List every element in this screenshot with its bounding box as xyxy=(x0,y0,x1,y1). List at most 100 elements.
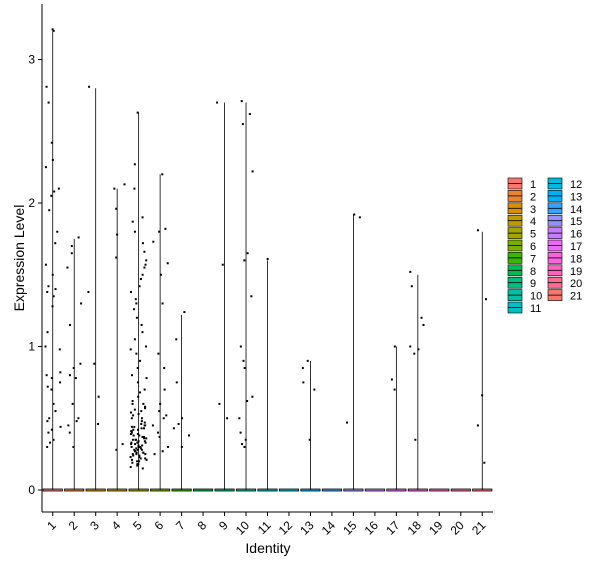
violin-group-11 xyxy=(257,257,278,492)
legend-item-4: 4 xyxy=(507,214,536,228)
data-point xyxy=(145,437,148,440)
data-point xyxy=(69,323,72,326)
legend-label: 1 xyxy=(530,179,536,191)
data-point xyxy=(138,454,141,457)
violin-group-15 xyxy=(343,213,364,492)
data-point xyxy=(144,407,147,410)
data-point xyxy=(59,425,62,428)
data-point xyxy=(70,252,73,255)
data-point xyxy=(216,101,219,104)
legend-label: 11 xyxy=(530,303,541,315)
y-axis-label: Expression Level xyxy=(11,205,27,312)
data-point xyxy=(134,298,137,301)
data-point xyxy=(138,285,141,288)
data-point xyxy=(46,331,49,334)
legend-label: 4 xyxy=(530,216,536,228)
data-point xyxy=(239,345,242,348)
legend-label: 10 xyxy=(530,291,542,303)
data-point xyxy=(301,367,304,370)
x-tick-label: 21 xyxy=(469,518,489,538)
data-point xyxy=(133,338,136,341)
data-point xyxy=(158,435,161,438)
data-point xyxy=(144,345,147,348)
data-point xyxy=(134,438,137,441)
data-point xyxy=(306,359,309,362)
legend-label: 13 xyxy=(570,191,582,203)
data-point xyxy=(135,447,138,450)
data-point xyxy=(143,421,146,424)
data-point xyxy=(46,385,49,388)
data-point xyxy=(157,431,160,434)
data-point xyxy=(140,448,143,451)
y-tick-label: 2 xyxy=(28,196,35,210)
data-point xyxy=(246,252,249,255)
data-point xyxy=(131,402,134,405)
data-point xyxy=(130,445,133,448)
data-point xyxy=(481,394,484,397)
data-point xyxy=(129,411,132,414)
data-point xyxy=(242,359,245,362)
x-tick-label: 13 xyxy=(297,518,317,538)
data-point xyxy=(476,424,479,427)
data-point xyxy=(87,290,90,293)
legend-item-5: 5 xyxy=(507,227,536,241)
data-point xyxy=(115,256,118,259)
x-tick-label: 3 xyxy=(87,518,102,533)
legend-item-20: 20 xyxy=(547,276,582,290)
data-point xyxy=(136,463,139,466)
data-point xyxy=(172,427,175,430)
data-point xyxy=(241,443,244,446)
data-point xyxy=(133,308,136,311)
data-point xyxy=(56,230,59,233)
data-point xyxy=(132,414,135,417)
data-point xyxy=(59,371,62,374)
data-point xyxy=(164,227,167,230)
violin-19 xyxy=(429,488,450,492)
x-tick-label: 7 xyxy=(173,518,188,533)
data-point xyxy=(145,377,148,380)
data-point xyxy=(266,257,269,260)
data-point xyxy=(132,434,135,437)
data-point xyxy=(246,400,249,403)
legend-label: 12 xyxy=(570,179,582,191)
x-tick-label: 4 xyxy=(109,518,124,533)
data-point xyxy=(131,461,134,464)
data-point xyxy=(51,158,54,161)
data-point xyxy=(140,422,143,425)
data-point xyxy=(353,213,356,216)
data-point xyxy=(161,302,164,305)
data-point xyxy=(48,417,51,420)
data-point xyxy=(130,458,133,461)
data-point xyxy=(52,402,55,405)
data-point xyxy=(410,285,413,288)
data-point xyxy=(130,425,133,428)
data-point xyxy=(137,445,140,448)
data-point xyxy=(143,250,146,253)
data-point xyxy=(141,435,144,438)
data-point xyxy=(135,453,138,456)
data-point xyxy=(144,453,147,456)
legend-item-21: 21 xyxy=(547,289,582,303)
legend-item-15: 15 xyxy=(547,214,582,228)
legend-item-19: 19 xyxy=(547,264,582,278)
data-point xyxy=(123,183,126,186)
data-point xyxy=(218,402,221,405)
violin-group-3 xyxy=(85,85,106,492)
data-point xyxy=(239,431,242,434)
data-point xyxy=(129,348,132,351)
x-tick-label: 14 xyxy=(319,518,339,538)
data-point xyxy=(141,467,144,470)
data-point xyxy=(241,123,244,126)
data-point xyxy=(180,445,183,448)
plot-area xyxy=(42,28,493,492)
violin-group-19 xyxy=(429,488,450,492)
data-point xyxy=(144,441,147,444)
data-point xyxy=(136,111,139,114)
legend-item-11: 11 xyxy=(507,301,541,315)
data-point xyxy=(50,141,53,144)
data-point xyxy=(130,431,133,434)
data-point xyxy=(141,242,144,245)
legend-label: 18 xyxy=(570,253,582,265)
